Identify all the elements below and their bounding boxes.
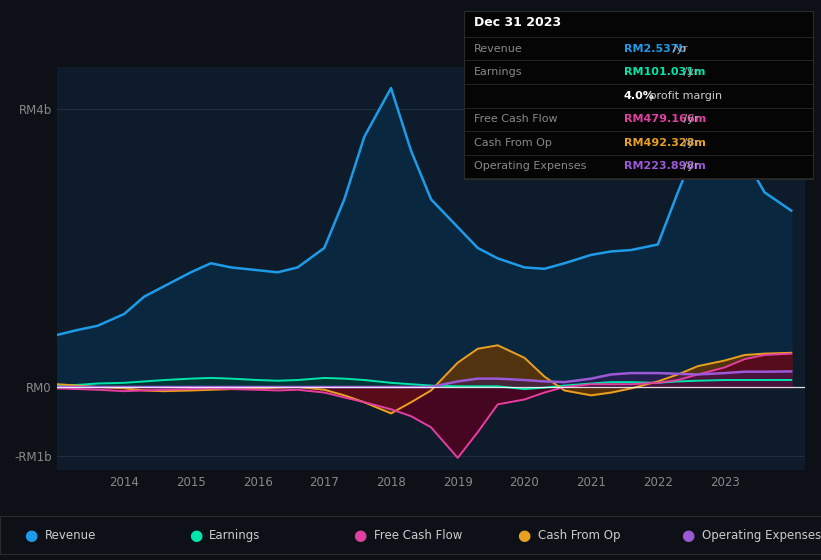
Text: ●: ● [25, 528, 38, 543]
Text: Operating Expenses: Operating Expenses [474, 161, 586, 171]
Text: Cash From Op: Cash From Op [474, 138, 552, 148]
Text: RM101.031m: RM101.031m [624, 67, 705, 77]
Text: Earnings: Earnings [209, 529, 261, 542]
Text: Earnings: Earnings [474, 67, 522, 77]
Text: Dec 31 2023: Dec 31 2023 [474, 16, 561, 29]
Text: Free Cash Flow: Free Cash Flow [374, 529, 462, 542]
Text: RM479.166m: RM479.166m [624, 114, 706, 124]
Text: 4.0%: 4.0% [624, 91, 655, 101]
Text: Cash From Op: Cash From Op [538, 529, 620, 542]
Text: RM2.537b: RM2.537b [624, 44, 686, 54]
Text: ●: ● [353, 528, 366, 543]
Text: profit margin: profit margin [646, 91, 722, 101]
Text: RM492.328m: RM492.328m [624, 138, 706, 148]
Text: /yr: /yr [680, 114, 699, 124]
Text: /yr: /yr [680, 67, 699, 77]
Text: Operating Expenses: Operating Expenses [702, 529, 821, 542]
Text: Free Cash Flow: Free Cash Flow [474, 114, 557, 124]
Text: /yr: /yr [680, 161, 699, 171]
Text: Revenue: Revenue [474, 44, 522, 54]
Text: /yr: /yr [668, 44, 687, 54]
Text: ●: ● [517, 528, 530, 543]
Text: Revenue: Revenue [45, 529, 97, 542]
Text: /yr: /yr [680, 138, 699, 148]
Text: ●: ● [189, 528, 202, 543]
Text: RM223.898m: RM223.898m [624, 161, 706, 171]
Text: ●: ● [681, 528, 695, 543]
